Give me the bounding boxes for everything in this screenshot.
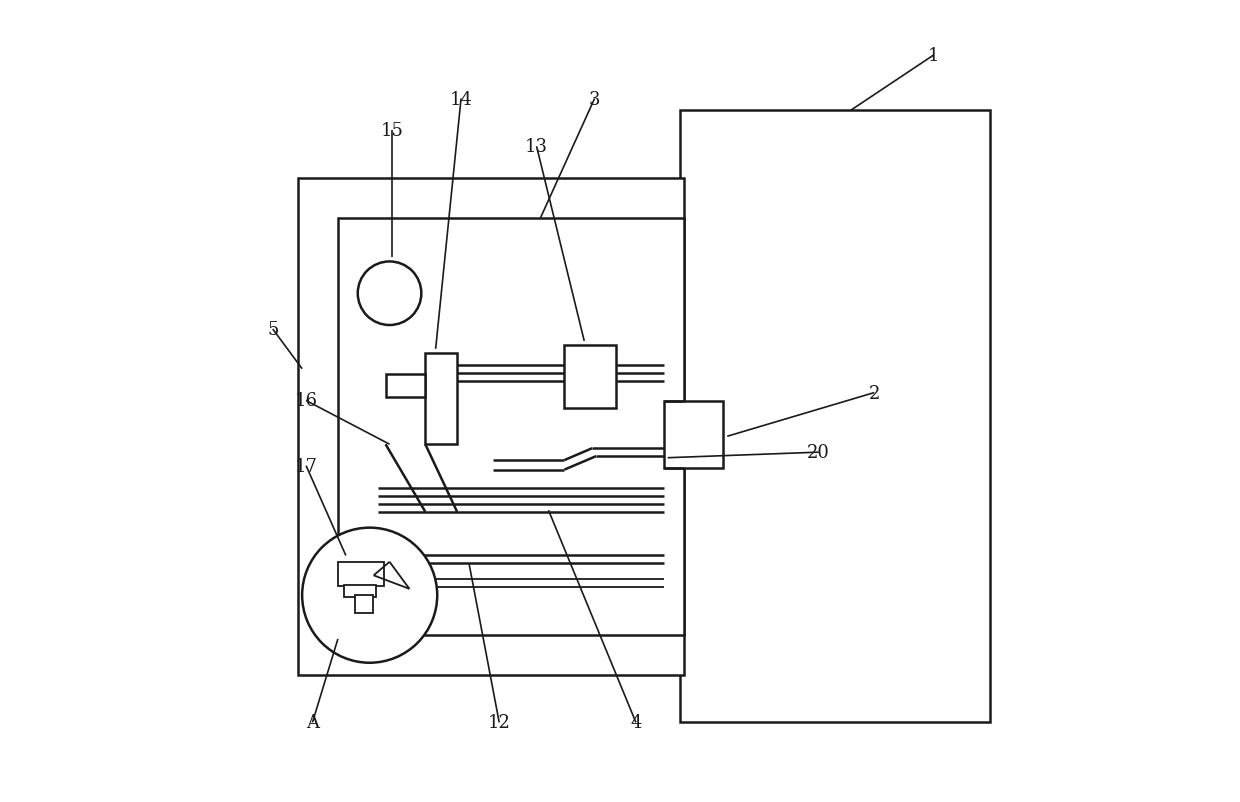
Bar bbox=[356, 595, 373, 613]
Bar bbox=[337, 562, 384, 586]
Bar bbox=[298, 179, 683, 674]
Text: 20: 20 bbox=[807, 444, 830, 462]
Bar bbox=[564, 346, 616, 409]
Text: 2: 2 bbox=[868, 384, 880, 402]
Text: 13: 13 bbox=[525, 138, 548, 156]
Bar bbox=[386, 375, 425, 397]
Bar bbox=[345, 585, 376, 597]
Text: 17: 17 bbox=[295, 457, 317, 475]
Text: 14: 14 bbox=[450, 91, 472, 108]
Bar bbox=[425, 354, 458, 444]
Text: 1: 1 bbox=[929, 47, 940, 65]
Circle shape bbox=[358, 262, 422, 326]
Text: 12: 12 bbox=[487, 714, 511, 731]
Bar bbox=[337, 218, 683, 635]
Text: 4: 4 bbox=[630, 714, 641, 731]
Text: 3: 3 bbox=[589, 91, 600, 108]
Text: 16: 16 bbox=[295, 392, 317, 410]
Bar bbox=[680, 111, 990, 723]
Text: A: A bbox=[306, 714, 319, 731]
Bar bbox=[663, 401, 723, 468]
Text: 5: 5 bbox=[267, 321, 279, 338]
Text: 15: 15 bbox=[381, 122, 403, 140]
Circle shape bbox=[303, 528, 438, 663]
